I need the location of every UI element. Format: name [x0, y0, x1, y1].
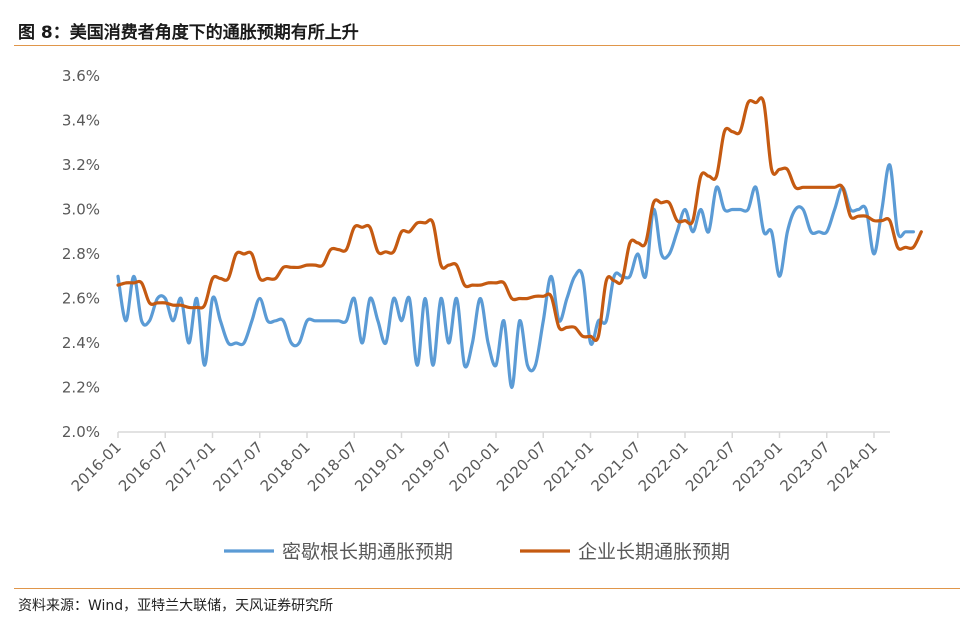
chart-title: 图 8：美国消费者角度下的通胀预期有所上升	[18, 23, 359, 43]
x-tick-label: 2022-01	[635, 438, 692, 495]
legend: 密歇根长期通胀预期 企业长期通胀预期	[224, 541, 730, 563]
y-tick-label: 3.6%	[62, 67, 100, 85]
series-line-0	[116, 163, 915, 390]
legend-label-0: 密歇根长期通胀预期	[282, 541, 453, 563]
x-tick-label: 2021-01	[540, 438, 597, 495]
y-tick-label: 2.2%	[62, 379, 100, 397]
y-tick-label: 3.2%	[62, 156, 100, 174]
x-tick-label: 2021-07	[588, 438, 645, 495]
x-axis: 2016-012016-072017-012017-072018-012018-…	[68, 431, 890, 495]
x-tick-label: 2016-07	[115, 438, 172, 495]
x-tick-label: 2019-01	[351, 438, 408, 495]
x-tick-label: 2023-07	[777, 438, 834, 495]
x-tick-label: 2023-01	[729, 438, 786, 495]
x-tick-label: 2024-01	[824, 438, 881, 495]
series-lines	[116, 96, 923, 390]
x-tick-label: 2016-01	[68, 438, 125, 495]
y-tick-label: 2.8%	[62, 245, 100, 263]
header-rule	[14, 45, 960, 46]
x-tick-label: 2017-01	[162, 438, 219, 495]
y-tick-label: 3.4%	[62, 112, 100, 130]
footer-rule	[14, 588, 960, 589]
source-note: 资料来源：Wind，亚特兰大联储，天风证券研究所	[18, 598, 334, 614]
y-tick-label: 2.0%	[62, 423, 100, 441]
x-tick-label: 2020-01	[446, 438, 503, 495]
x-tick-label: 2018-01	[257, 438, 314, 495]
x-tick-label: 2022-07	[682, 438, 739, 495]
y-tick-label: 2.6%	[62, 290, 100, 308]
x-tick-label: 2019-07	[399, 438, 456, 495]
x-tick-label: 2017-07	[210, 438, 267, 495]
y-tick-label: 2.4%	[62, 334, 100, 352]
legend-label-1: 企业长期通胀预期	[578, 541, 730, 563]
x-tick-label: 2020-07	[493, 438, 550, 495]
series-line-1	[116, 96, 923, 342]
y-tick-label: 3.0%	[62, 201, 100, 219]
y-axis: 2.0% 2.2% 2.4% 2.6% 2.8% 3.0% 3.2% 3.4% 3.6%	[62, 67, 100, 441]
x-tick-label: 2018-07	[304, 438, 361, 495]
